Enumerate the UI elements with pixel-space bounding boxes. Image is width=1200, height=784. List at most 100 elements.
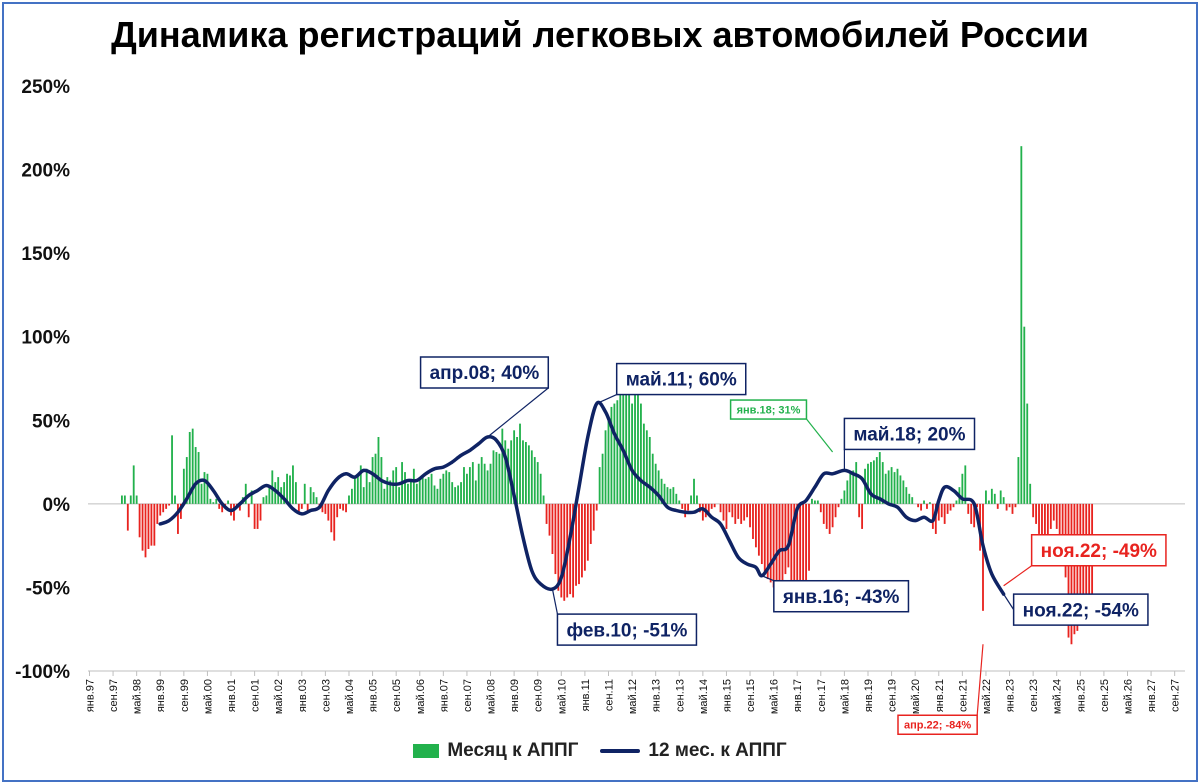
x-tick-label: янв.05	[368, 679, 380, 712]
bar	[964, 465, 967, 504]
bar	[867, 463, 869, 504]
bar	[486, 470, 489, 504]
bar	[362, 487, 365, 504]
bar	[1049, 503, 1052, 529]
bar	[259, 503, 262, 521]
bar	[421, 477, 424, 504]
bar	[153, 503, 156, 546]
bar	[306, 503, 309, 511]
bar	[339, 503, 342, 509]
bar	[976, 503, 979, 508]
annotation-leader	[1003, 593, 1015, 610]
bar	[775, 503, 778, 598]
bar	[808, 503, 810, 571]
bar	[1017, 457, 1020, 504]
bar	[917, 503, 920, 508]
bar	[678, 500, 681, 504]
bar	[327, 503, 330, 521]
bar	[294, 482, 297, 504]
bar	[802, 503, 805, 588]
bar	[784, 503, 787, 575]
annotation-box	[615, 362, 747, 396]
bar	[999, 490, 1002, 504]
bar	[669, 488, 672, 504]
bar	[206, 473, 209, 504]
bar	[1044, 503, 1046, 538]
bar	[156, 503, 159, 524]
bar	[878, 452, 881, 504]
annotation-box	[1030, 534, 1167, 567]
annotation-callout: апр.22; -84%	[897, 644, 984, 736]
bar	[430, 473, 433, 504]
bar	[737, 503, 740, 519]
bar	[852, 470, 855, 504]
bar	[330, 503, 333, 533]
bar	[861, 503, 864, 529]
bar	[819, 503, 822, 513]
bar	[191, 428, 194, 504]
x-tick-label: янв.25	[1075, 679, 1087, 712]
bar	[575, 503, 577, 586]
x-tick-label: май.12	[627, 679, 639, 714]
x-tick-label: янв.03	[297, 679, 309, 712]
bar	[126, 503, 129, 531]
bar	[578, 503, 580, 585]
annotation-leader	[805, 418, 834, 453]
annotation-label: янв.16; -43%	[782, 587, 900, 608]
bar	[563, 503, 566, 601]
bar	[227, 500, 229, 504]
bar	[1026, 403, 1029, 504]
x-tick-label: сен.11	[603, 679, 615, 711]
bar	[799, 503, 802, 591]
bar	[536, 462, 539, 504]
annotations: апр.08; 40% май.11; 60% фев.10; -51% янв.16…	[419, 356, 1167, 736]
x-tick-label: янв.99	[155, 679, 167, 712]
bar	[424, 478, 427, 504]
bar	[746, 503, 748, 518]
bar	[825, 503, 828, 529]
bar	[1073, 503, 1076, 635]
bar	[144, 503, 147, 558]
bar	[934, 503, 937, 534]
annotation-leader	[551, 588, 559, 615]
bar	[460, 482, 462, 504]
y-tick-label: -100%	[15, 662, 70, 683]
bar	[324, 503, 327, 514]
bar	[345, 503, 347, 513]
bar	[392, 470, 395, 504]
bar	[197, 452, 200, 504]
x-tick-label: май.16	[769, 679, 781, 714]
x-tick-label: май.02	[273, 679, 285, 714]
bar	[728, 503, 731, 513]
bar	[510, 440, 513, 504]
bar	[274, 482, 277, 504]
bar	[516, 437, 518, 504]
bar	[920, 503, 922, 511]
bar	[902, 480, 905, 504]
bar	[855, 462, 858, 504]
bar	[436, 488, 439, 504]
bar	[696, 495, 698, 504]
annotation-box	[556, 613, 698, 646]
line-12m	[158, 400, 1006, 596]
y-axis: -100% -50% 0% 50% 100% 150% 200% 250%	[15, 77, 70, 683]
bar	[283, 482, 286, 504]
annotation-box	[729, 399, 808, 420]
bar	[277, 477, 280, 504]
bar	[247, 503, 250, 518]
legend-item-bars: Месяц к АППГ	[413, 740, 578, 762]
annotation-callout: апр.08; 40%	[419, 356, 550, 438]
bar	[300, 503, 303, 509]
bar	[489, 463, 492, 504]
bar	[654, 463, 657, 504]
annotation-label: фев.10; -51%	[566, 620, 687, 641]
bar	[719, 503, 722, 513]
bar-series	[121, 146, 1094, 645]
bar	[463, 467, 465, 504]
bar	[569, 503, 572, 595]
bar	[572, 503, 575, 598]
bar	[923, 500, 925, 504]
bar	[530, 450, 533, 504]
bar	[1014, 503, 1017, 508]
bar	[616, 400, 619, 504]
